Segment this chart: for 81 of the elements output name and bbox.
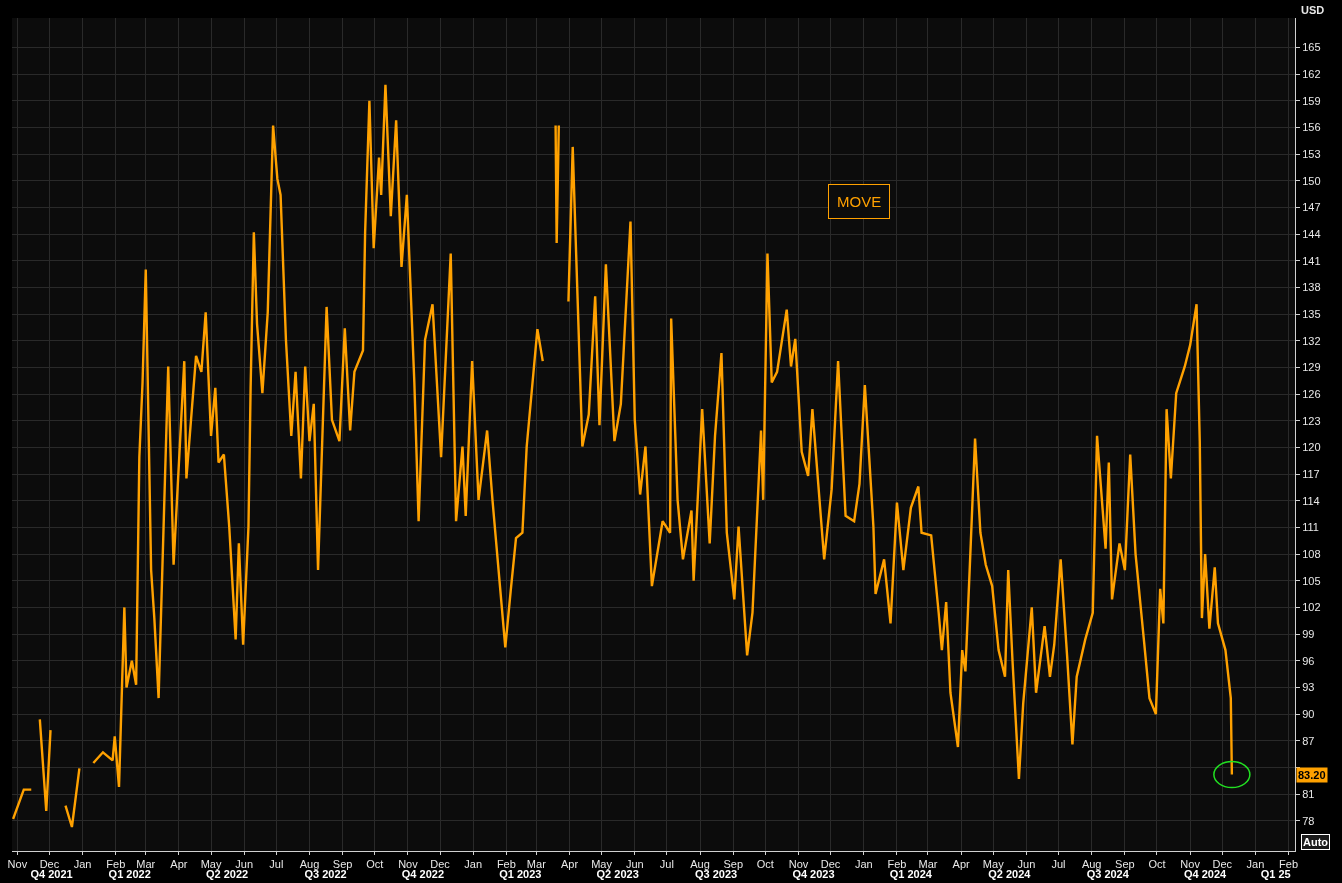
y-tick-label: 87 — [1302, 734, 1315, 747]
x-tick-label: Jan — [1246, 858, 1265, 871]
x-tick-label: Aug — [1081, 858, 1102, 871]
x-tick-label: Dec — [820, 858, 841, 871]
x-tick-label: Oct — [756, 858, 774, 871]
x-tick-label: Sep — [332, 858, 353, 871]
x2-tick-label: Q4 2021 — [30, 868, 73, 880]
x2-tick-label: Q1 2023 — [499, 868, 542, 880]
y-tick-label: 126 — [1302, 387, 1321, 400]
x2-tick-label: Q4 2024 — [1184, 868, 1228, 880]
y-tick-label: 120 — [1302, 441, 1321, 454]
x-tick-label: Jan — [464, 858, 483, 871]
x-tick-label: Feb — [106, 858, 126, 871]
x2-tick-label: Q4 2023 — [792, 868, 835, 880]
x2-tick-label: Q1 2022 — [108, 868, 151, 880]
x-tick-label: Feb — [1279, 858, 1299, 871]
x-tick-label: Oct — [1148, 858, 1166, 871]
x-tick-label: Oct — [366, 858, 384, 871]
x-tick-label: Nov — [1180, 858, 1201, 871]
text: Auto — [1303, 836, 1329, 848]
x-tick-label: Jan — [854, 858, 873, 871]
x-tick-label: Nov — [788, 858, 809, 871]
annotation: 83.20 — [1298, 769, 1326, 781]
x-tick-label: Jul — [659, 858, 674, 871]
y-tick-label: 111 — [1302, 521, 1319, 534]
y-tick-label: 93 — [1302, 681, 1315, 694]
x-tick-label: Dec — [39, 858, 60, 871]
x-tick-label: May — [591, 858, 613, 871]
y-tick-label: 162 — [1302, 67, 1321, 80]
y-tick-label: 81 — [1302, 787, 1315, 800]
x-tick-label: Jul — [1051, 858, 1066, 871]
x-tick-label: Jan — [73, 858, 92, 871]
x-tick-label: Jun — [235, 858, 254, 871]
y-tick-label: 114 — [1302, 494, 1320, 507]
x-tick-label: Sep — [723, 858, 744, 871]
y-tick-label: 144 — [1302, 227, 1321, 240]
x-tick-label: Dec — [1212, 858, 1233, 871]
y-tick-label: 99 — [1302, 627, 1315, 640]
x2-tick-label: Q4 2022 — [401, 868, 444, 880]
y-tick-label: 129 — [1302, 361, 1321, 374]
y-tick-label: 147 — [1302, 201, 1321, 214]
x-tick-label: Apr — [170, 858, 188, 871]
x-tick-label: Nov — [398, 858, 419, 871]
x-tick-label: Apr — [560, 858, 579, 871]
x2-tick-label: Q1 2024 — [889, 868, 933, 880]
y-tick-label: 78 — [1302, 814, 1315, 827]
y-tick-label: 153 — [1302, 147, 1321, 160]
x-tick-label: Aug — [690, 858, 710, 871]
y-tick-label: 102 — [1302, 601, 1321, 614]
x-tick-label: Apr — [952, 858, 971, 871]
y-tick-label: 138 — [1302, 281, 1321, 294]
x2-tick-label: Q1 25 — [1260, 868, 1291, 880]
y-tick-label: 141 — [1302, 254, 1321, 267]
x-tick-label: Jul — [269, 858, 284, 871]
y-tick-label: 90 — [1302, 707, 1315, 720]
y-tick-label: 159 — [1302, 94, 1321, 107]
x-tick-label: Mar — [136, 858, 156, 871]
text: MOVE — [837, 193, 882, 210]
x-tick-label: Jun — [625, 858, 644, 871]
x-tick-label: Feb — [496, 858, 516, 871]
x-tick-label: Jun — [1017, 858, 1036, 871]
y-tick-label: 96 — [1302, 654, 1315, 667]
y-tick-label: 156 — [1302, 121, 1321, 134]
x-tick-label: Mar — [918, 858, 938, 871]
x-tick-label: Aug — [299, 858, 320, 871]
x-tick-label: Sep — [1115, 858, 1135, 871]
y-tick-label: 135 — [1302, 307, 1321, 320]
y-tick-label: 108 — [1302, 547, 1321, 560]
y-tick-label: 123 — [1302, 414, 1321, 427]
y-tick-label: 165 — [1302, 41, 1321, 54]
y-tick-label: 150 — [1302, 174, 1321, 187]
x-tick-label: May — [200, 858, 222, 871]
y-tick-label: 132 — [1302, 334, 1321, 347]
y-tick-label: 117 — [1302, 467, 1320, 480]
y-axis-title: USD — [1301, 4, 1325, 16]
x-tick-label: Feb — [887, 858, 907, 871]
x-tick-label: Nov — [7, 858, 28, 871]
x-tick-label: Dec — [430, 858, 451, 871]
x-tick-label: Mar — [526, 858, 547, 871]
x-tick-label: May — [982, 858, 1005, 871]
y-tick-label: 105 — [1302, 574, 1321, 587]
